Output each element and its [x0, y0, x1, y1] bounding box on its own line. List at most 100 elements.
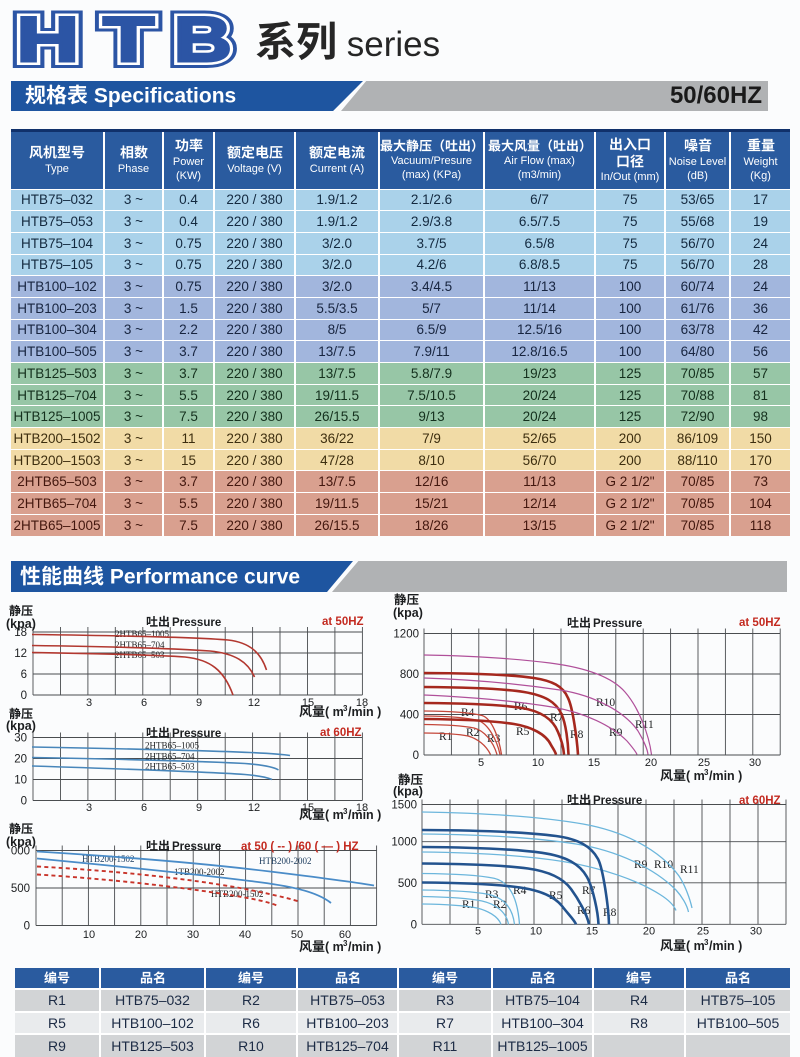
- svg-text:9: 9: [196, 802, 202, 814]
- svg-text:( m: ( m: [325, 940, 344, 954]
- svg-text:Pressure: Pressure: [172, 841, 221, 853]
- svg-text:( m: ( m: [686, 769, 705, 783]
- svg-text:30: 30: [14, 733, 27, 745]
- svg-text:15: 15: [302, 697, 314, 709]
- svg-text:30: 30: [749, 757, 761, 769]
- svg-text:/min ): /min ): [709, 939, 742, 953]
- svg-text:6: 6: [141, 697, 147, 709]
- svg-text:18: 18: [356, 802, 368, 814]
- svg-text:25: 25: [697, 926, 709, 938]
- svg-text:R8: R8: [603, 907, 617, 919]
- svg-text:Pressure: Pressure: [172, 617, 221, 629]
- svg-text:40: 40: [239, 929, 251, 941]
- svg-text:T: T: [103, 4, 154, 75]
- svg-text:R11: R11: [635, 719, 654, 731]
- svg-text:/min ): /min ): [348, 705, 381, 719]
- svg-text:3: 3: [704, 768, 709, 777]
- svg-text:( m: ( m: [325, 808, 344, 822]
- svg-text:T: T: [103, 4, 154, 75]
- svg-text:R10: R10: [596, 697, 615, 709]
- svg-text:at 50 ( -- ) /60 ( — ) HZ: at 50 ( -- ) /60 ( — ) HZ: [241, 841, 359, 853]
- svg-text:1TB200-2002: 1TB200-2002: [174, 867, 225, 877]
- svg-text:12: 12: [248, 697, 260, 709]
- svg-text:(kpa): (kpa): [6, 617, 36, 631]
- svg-text:at 60HZ: at 60HZ: [739, 795, 781, 807]
- svg-text:B: B: [174, 5, 232, 75]
- svg-text:0: 0: [21, 690, 27, 702]
- svg-text:1200: 1200: [393, 629, 419, 641]
- svg-text:3: 3: [86, 802, 92, 814]
- svg-text:10: 10: [532, 757, 544, 769]
- svg-text:800: 800: [400, 669, 419, 681]
- svg-text:/min ): /min ): [709, 769, 742, 783]
- svg-text:500: 500: [398, 878, 417, 890]
- svg-text:(kpa): (kpa): [6, 719, 36, 733]
- svg-text:at 50HZ: at 50HZ: [322, 616, 364, 628]
- svg-text:HTB200-1502: HTB200-1502: [82, 854, 135, 864]
- svg-text:B: B: [174, 5, 232, 75]
- svg-text:1000: 1000: [391, 837, 417, 849]
- svg-text:2HTB65–1005: 2HTB65–1005: [145, 741, 200, 751]
- svg-text:20: 20: [135, 929, 147, 941]
- svg-text:H: H: [17, 5, 79, 75]
- svg-text:18: 18: [14, 627, 27, 639]
- svg-text:2HTB65–503: 2HTB65–503: [145, 762, 195, 772]
- svg-text:at 60HZ: at 60HZ: [320, 727, 362, 739]
- svg-text:2HTB65–1005: 2HTB65–1005: [115, 629, 170, 639]
- svg-text:0: 0: [413, 750, 419, 762]
- svg-text:R1: R1: [462, 899, 476, 911]
- svg-text:30: 30: [187, 929, 199, 941]
- svg-text:10: 10: [14, 775, 27, 787]
- svg-text:25: 25: [698, 757, 710, 769]
- svg-text:R10: R10: [654, 859, 673, 871]
- svg-text:12: 12: [248, 802, 260, 814]
- svg-text:20: 20: [645, 757, 657, 769]
- svg-text:B: B: [174, 5, 232, 75]
- svg-text:R5: R5: [516, 726, 530, 738]
- svg-text:50: 50: [291, 929, 303, 941]
- svg-text:60: 60: [339, 929, 351, 941]
- svg-text:15: 15: [586, 926, 598, 938]
- svg-text:9: 9: [196, 697, 202, 709]
- svg-text:( m: ( m: [686, 939, 705, 953]
- svg-text:6: 6: [141, 802, 147, 814]
- svg-text:0: 0: [21, 796, 27, 808]
- svg-text:H: H: [17, 5, 79, 75]
- svg-text:15: 15: [588, 757, 600, 769]
- svg-text:/min ): /min ): [348, 808, 381, 822]
- svg-text:H: H: [17, 5, 79, 75]
- svg-text:000: 000: [11, 846, 30, 858]
- svg-text:3: 3: [343, 704, 348, 713]
- svg-text:20: 20: [14, 754, 27, 766]
- svg-text:12: 12: [14, 648, 27, 660]
- svg-text:10: 10: [530, 926, 542, 938]
- svg-text:HTB200-2002: HTB200-2002: [259, 856, 312, 866]
- svg-text:T: T: [103, 4, 154, 75]
- svg-text:(kpa): (kpa): [393, 606, 423, 620]
- svg-text:(kpa): (kpa): [6, 835, 36, 849]
- svg-text:Pressure: Pressure: [593, 618, 642, 630]
- svg-text:5: 5: [478, 757, 484, 769]
- svg-text:5: 5: [475, 926, 481, 938]
- svg-text:at 50HZ: at 50HZ: [739, 617, 781, 629]
- svg-text:Pressure: Pressure: [593, 795, 642, 807]
- svg-text:R11: R11: [680, 864, 699, 876]
- svg-text:(kpa): (kpa): [393, 785, 423, 799]
- svg-text:( m: ( m: [325, 705, 344, 719]
- svg-text:R7: R7: [550, 712, 564, 724]
- svg-text:0: 0: [411, 919, 417, 931]
- svg-text:10: 10: [83, 929, 95, 941]
- svg-text:0: 0: [24, 921, 30, 933]
- svg-text:18: 18: [356, 697, 368, 709]
- svg-text:3: 3: [86, 697, 92, 709]
- svg-text:15: 15: [302, 802, 314, 814]
- svg-text:500: 500: [11, 883, 30, 895]
- svg-text:1500: 1500: [391, 800, 417, 812]
- svg-text:3: 3: [343, 939, 348, 948]
- svg-text:2HTB65–704: 2HTB65–704: [115, 640, 165, 650]
- svg-text:2HTB65–704: 2HTB65–704: [145, 752, 195, 762]
- svg-text:6: 6: [21, 669, 27, 681]
- svg-text:30: 30: [750, 926, 762, 938]
- svg-text:3: 3: [704, 938, 709, 947]
- svg-text:3: 3: [343, 807, 348, 816]
